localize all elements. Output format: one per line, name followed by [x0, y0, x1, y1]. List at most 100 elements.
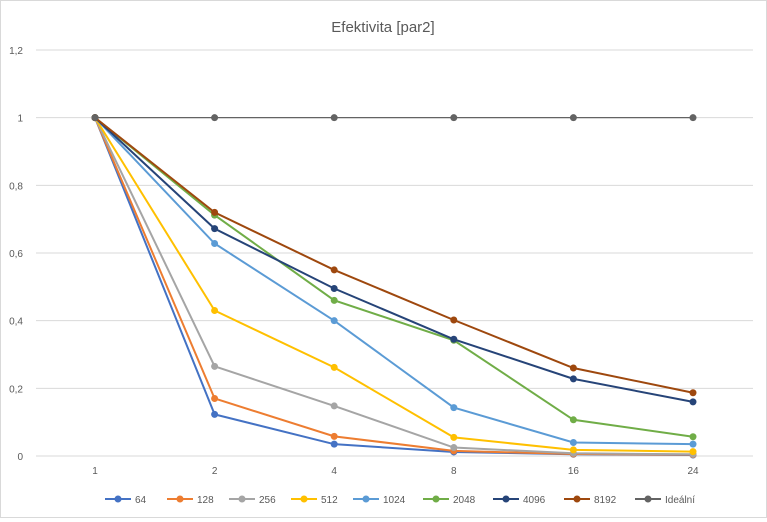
series-4096	[91, 114, 697, 406]
y-tick-label: 0,4	[9, 317, 23, 328]
series-line	[94, 117, 694, 456]
legend-item: 4096	[493, 495, 546, 506]
x-tick-label: 4	[331, 466, 337, 477]
data-point	[330, 363, 338, 371]
legend-marker	[176, 495, 184, 503]
data-point	[569, 416, 577, 424]
data-point	[330, 285, 338, 293]
data-point	[689, 440, 697, 448]
series-line	[94, 117, 694, 453]
x-tick-label: 8	[451, 466, 457, 477]
legend-marker	[502, 495, 510, 503]
x-tick-label: 2	[212, 466, 218, 477]
data-point	[450, 316, 458, 324]
legend-label: 1024	[383, 495, 406, 506]
series-layer	[91, 114, 697, 459]
series-256	[91, 114, 697, 458]
y-tick-label: 0,2	[9, 384, 23, 395]
legend-label: Ideální	[665, 495, 695, 506]
legend-item: 1024	[353, 495, 406, 506]
data-point	[211, 114, 219, 122]
series-64	[91, 114, 697, 459]
data-point	[689, 433, 697, 441]
legend-label: 512	[321, 495, 338, 506]
y-tick-label: 0	[17, 452, 23, 463]
legend-marker	[432, 495, 440, 503]
series-line	[94, 117, 694, 456]
y-tick-label: 0,8	[9, 181, 23, 192]
x-axis-ticks: 1 2 4 8 16 24	[92, 466, 699, 477]
series-line	[94, 116, 694, 438]
legend-item: 64	[105, 495, 147, 506]
y-tick-label: 1	[17, 114, 23, 125]
data-point	[211, 225, 219, 233]
series-line	[94, 117, 694, 456]
legend-item: 256	[229, 495, 276, 506]
data-point	[330, 402, 338, 410]
x-tick-label: 24	[687, 466, 699, 477]
data-point	[330, 440, 338, 448]
x-tick-label: 1	[92, 466, 98, 477]
legend-label: 128	[197, 495, 214, 506]
x-tick-label: 16	[568, 466, 580, 477]
legend-label: 256	[259, 495, 276, 506]
data-point	[450, 404, 458, 412]
series-2048	[91, 114, 697, 441]
data-point	[211, 240, 219, 248]
legend-label: 2048	[453, 495, 476, 506]
data-point	[569, 364, 577, 372]
data-point	[450, 433, 458, 441]
chart-title: Efektivita [par2]	[331, 19, 434, 36]
legend-item: Ideální	[635, 495, 695, 506]
data-point	[211, 410, 219, 418]
data-point	[211, 394, 219, 402]
legend-marker	[238, 495, 246, 503]
y-tick-label: 0,6	[9, 249, 23, 260]
data-point	[330, 266, 338, 274]
gridlines	[36, 49, 753, 457]
data-point	[569, 438, 577, 446]
series-line	[94, 116, 694, 446]
data-point	[91, 114, 99, 122]
data-point	[569, 114, 577, 122]
legend-label: 4096	[523, 495, 546, 506]
legend-marker	[300, 495, 308, 503]
series-line	[94, 116, 694, 394]
series-Ideální	[91, 114, 697, 122]
data-point	[689, 114, 697, 122]
data-point	[569, 446, 577, 454]
legend-marker	[573, 495, 581, 503]
data-point	[569, 375, 577, 383]
data-point	[450, 114, 458, 122]
series-128	[91, 114, 697, 459]
data-point	[450, 335, 458, 343]
legend-label: 8192	[594, 495, 617, 506]
legend: 64 128 256 512 1024 2048 4096 8192 Ideální	[105, 495, 695, 506]
data-point	[330, 296, 338, 304]
series-line	[94, 116, 694, 403]
y-tick-label: 1,2	[9, 46, 23, 57]
legend-item: 8192	[564, 495, 617, 506]
data-point	[330, 114, 338, 122]
data-point	[211, 208, 219, 216]
data-point	[211, 362, 219, 370]
legend-marker	[362, 495, 370, 503]
data-point	[689, 389, 697, 397]
series-512	[91, 114, 697, 456]
data-point	[450, 444, 458, 452]
data-point	[689, 398, 697, 406]
series-8192	[91, 114, 697, 397]
legend-item: 512	[291, 495, 338, 506]
data-point	[330, 317, 338, 325]
series-1024	[91, 114, 697, 448]
data-point	[211, 307, 219, 315]
legend-marker	[114, 495, 122, 503]
y-axis-ticks: 0 0,2 0,4 0,6 0,8 1 1,2	[9, 46, 23, 463]
data-point	[689, 448, 697, 456]
legend-marker	[644, 495, 652, 503]
data-point	[330, 432, 338, 440]
legend-label: 64	[135, 495, 147, 506]
legend-item: 128	[167, 495, 214, 506]
